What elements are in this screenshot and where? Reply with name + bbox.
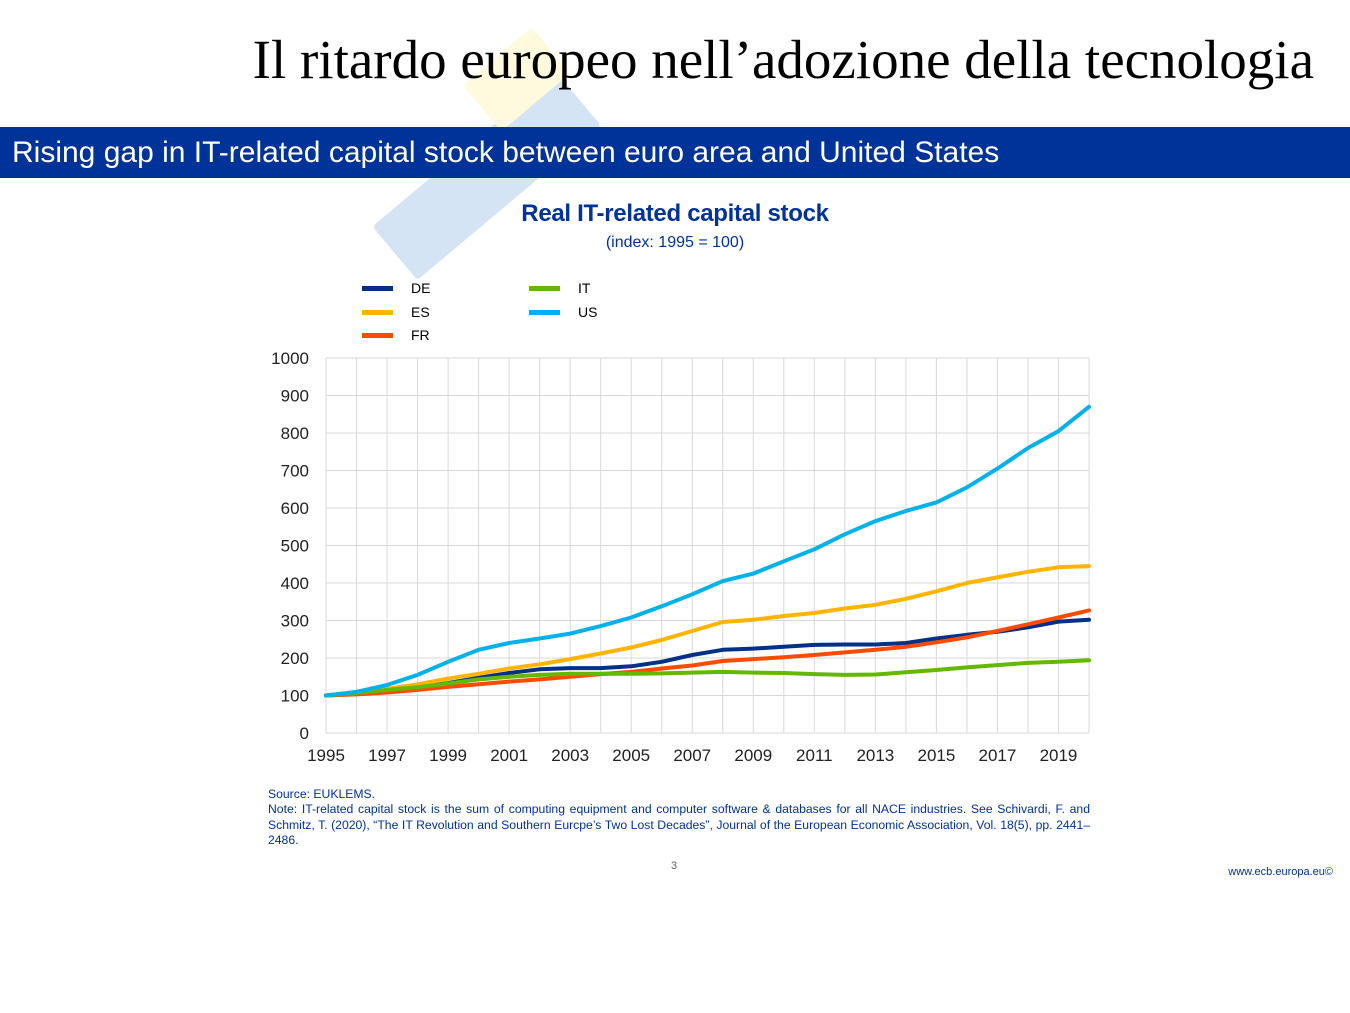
y-tick-label: 600	[281, 499, 309, 518]
slide-title: Il ritardo europeo nell’adozione della t…	[252, 29, 1314, 90]
y-tick-label: 200	[281, 649, 309, 668]
x-tick-label: 2019	[1040, 746, 1078, 765]
x-tick-label: 2007	[673, 746, 711, 765]
series-line-it	[324, 658, 1091, 698]
x-tick-label: 1997	[368, 746, 406, 765]
legend-label-us: US	[578, 304, 598, 320]
y-tick-label: 100	[281, 687, 309, 706]
source-note: Source: EUKLEMS.	[268, 787, 376, 801]
x-tick-label: 1995	[307, 746, 345, 765]
legend-item-fr: FR	[362, 327, 430, 343]
series-line-fr	[324, 608, 1091, 698]
series-lines	[324, 404, 1091, 698]
y-tick-label: 400	[281, 574, 309, 593]
footer-url: www.ecb.europa.eu©	[1228, 866, 1333, 878]
legend-swatch-de	[362, 285, 393, 291]
y-tick-label: 500	[281, 537, 309, 556]
x-tick-label: 1999	[429, 746, 467, 765]
legend-swatch-it	[529, 285, 560, 291]
legend-label-fr: FR	[411, 327, 430, 343]
page-number: 3	[670, 860, 678, 872]
methodology-note: Note: IT-related capital stock is the su…	[268, 802, 1090, 847]
series-line-es	[324, 564, 1091, 698]
y-tick-label: 800	[281, 424, 309, 443]
y-tick-label: 0	[300, 724, 309, 743]
y-tick-label: 300	[281, 612, 309, 631]
section-banner: Rising gap in IT-related capital stock b…	[0, 127, 1350, 178]
grid	[325, 357, 1090, 734]
legend-label-de: DE	[411, 280, 431, 296]
legend-item-de: DE	[362, 280, 430, 296]
chart-subtitle: (index: 1995 = 100)	[605, 234, 745, 251]
legend-item-it: IT	[529, 280, 590, 296]
y-tick-label: 900	[281, 387, 309, 406]
x-tick-label: 2009	[734, 746, 772, 765]
x-tick-label: 2005	[612, 746, 650, 765]
x-tick-label: 2013	[856, 746, 894, 765]
chart-footnotes: Source: EUKLEMS. Note: IT-related capita…	[268, 787, 1090, 848]
legend-item-es: ES	[362, 304, 430, 320]
x-tick-label: 2015	[917, 746, 955, 765]
legend-label-es: ES	[411, 304, 430, 320]
x-tick-label: 2011	[796, 746, 833, 765]
x-tick-label: 2001	[490, 746, 528, 765]
y-tick-label: 700	[281, 462, 309, 481]
axes: 0 100 200 300 400 500 600 700 800 900 1000 1995 1997…	[271, 349, 1077, 765]
legend-swatch-us	[529, 309, 560, 315]
legend-swatch-fr	[362, 332, 393, 338]
legend-label-it: IT	[578, 280, 591, 296]
legend-swatch-es	[362, 309, 393, 315]
x-tick-label: 2003	[551, 746, 589, 765]
y-tick-label: 1000	[271, 349, 309, 368]
x-tick-label: 2017	[979, 746, 1017, 765]
chart-title: Real IT-related capital stock	[521, 200, 829, 227]
series-line-us	[324, 404, 1091, 698]
legend-item-us: US	[529, 304, 597, 320]
